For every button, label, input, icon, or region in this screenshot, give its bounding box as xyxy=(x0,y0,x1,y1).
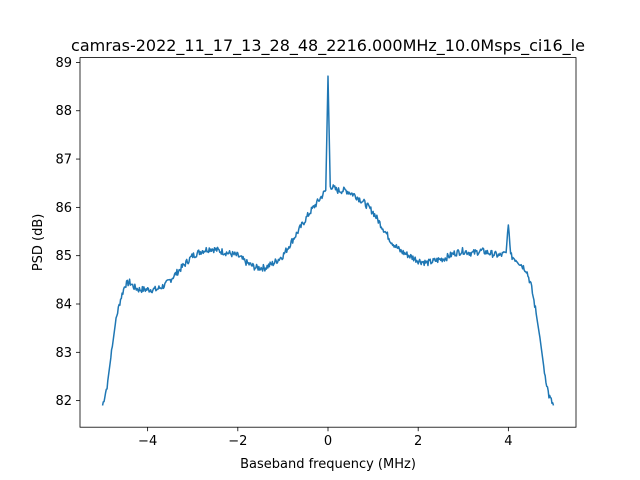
y-tick-label: 88 xyxy=(55,104,72,119)
y-tick-label: 86 xyxy=(55,201,72,216)
y-axis-label: PSD (dB) xyxy=(31,214,46,272)
y-tick-label: 89 xyxy=(55,56,72,71)
chart-title: camras-2022_11_17_13_28_48_2216.000MHz_1… xyxy=(71,36,585,56)
y-tick-label: 82 xyxy=(55,394,72,409)
y-tick-label: 85 xyxy=(55,249,72,264)
x-tick-label: −4 xyxy=(138,434,157,449)
plot-area xyxy=(101,75,555,406)
y-tick-label: 83 xyxy=(55,346,72,361)
x-tick-label: 0 xyxy=(324,434,332,449)
x-tick-label: 2 xyxy=(414,434,422,449)
y-tick-label: 84 xyxy=(55,298,72,313)
y-tick-label: 87 xyxy=(55,153,72,168)
psd-series-line xyxy=(101,75,555,406)
x-tick-label: −2 xyxy=(228,434,247,449)
x-axis-ticks: −4 −2 0 2 4 xyxy=(138,427,513,449)
x-axis-label: Baseband frequency (MHz) xyxy=(240,457,416,472)
y-axis-ticks: 82 83 84 85 86 87 88 89 xyxy=(55,56,80,409)
x-tick-label: 4 xyxy=(504,434,512,449)
